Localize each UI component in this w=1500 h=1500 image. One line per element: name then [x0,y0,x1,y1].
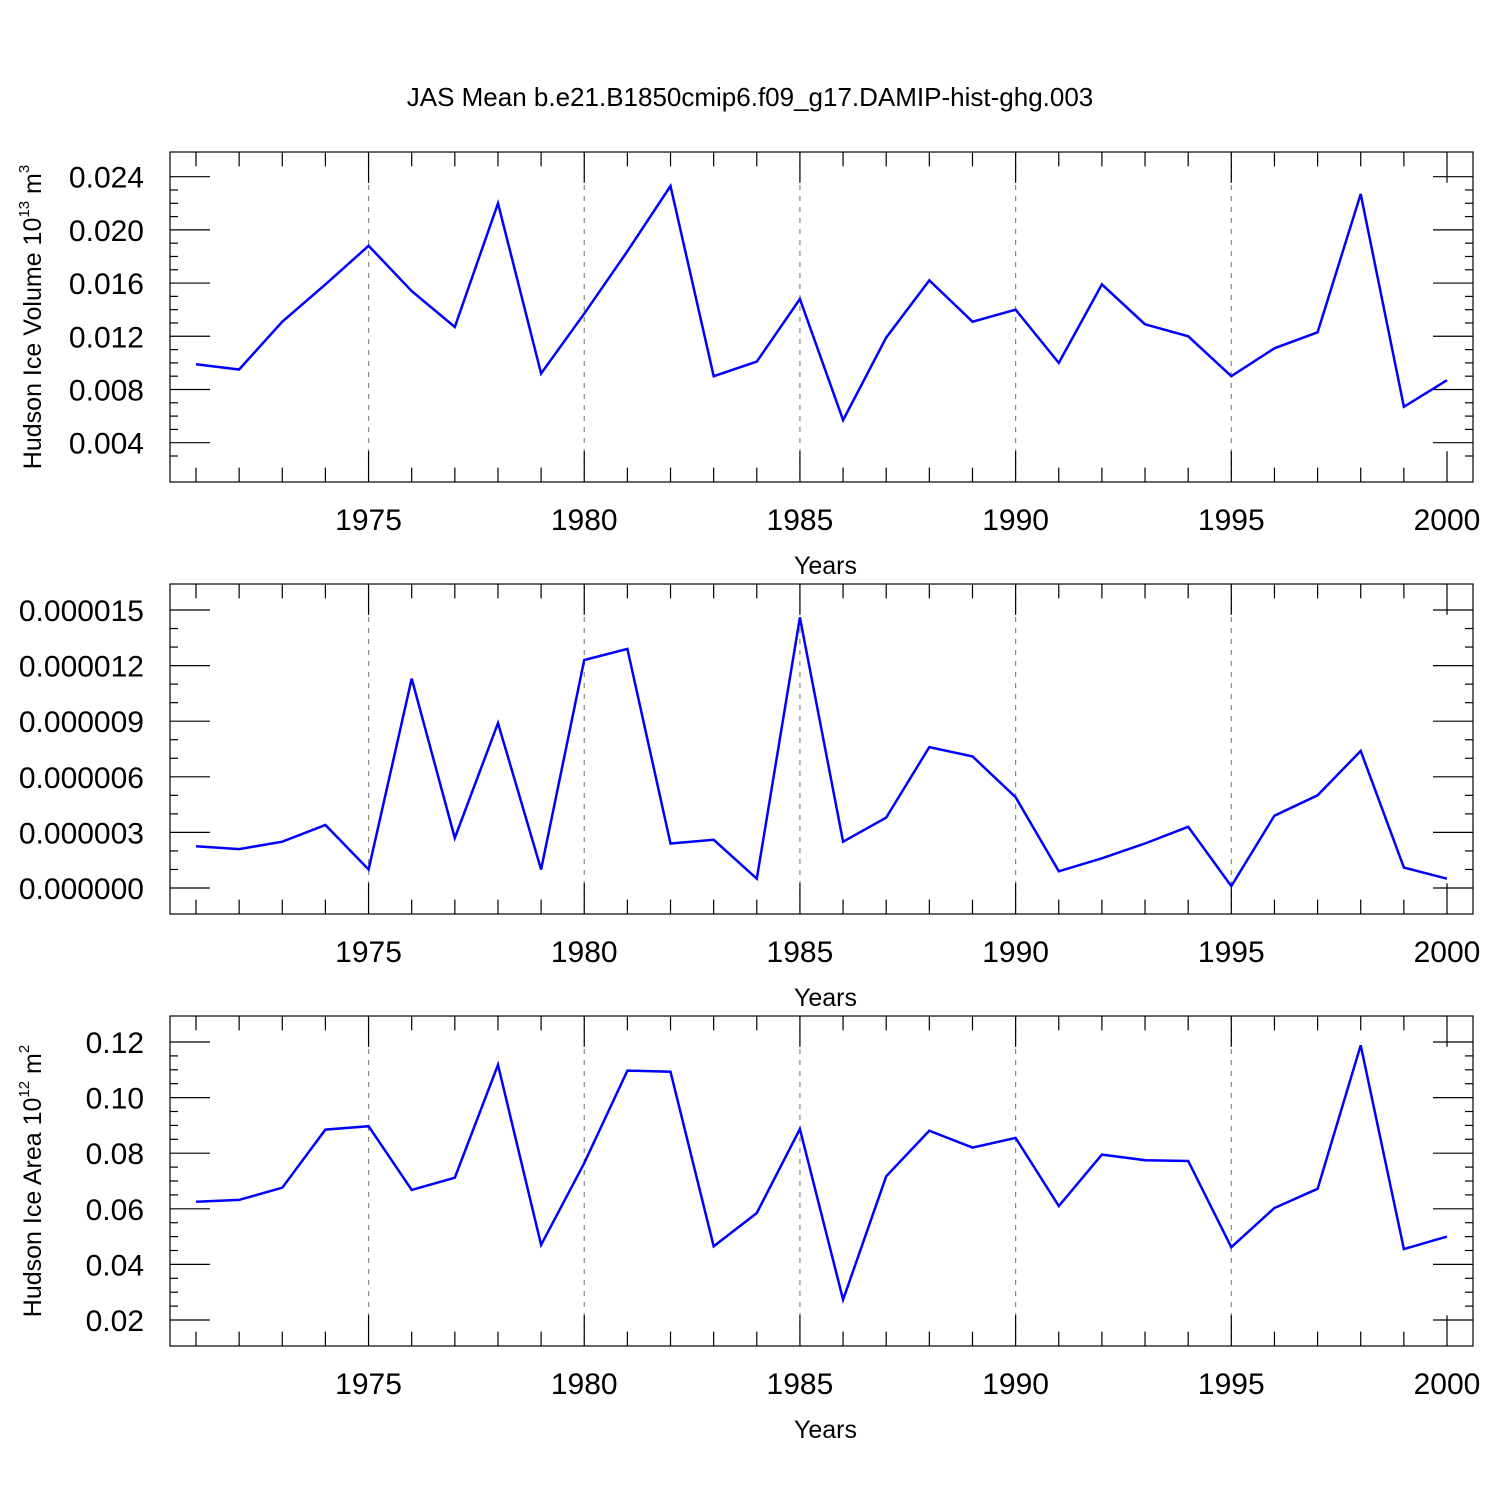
y-axis-label-exponent: 12 [16,1081,33,1098]
y-axis-label-unit-exponent: 2 [16,1045,33,1053]
x-axis-label: Years [794,1416,857,1444]
x-tick-label: 1985 [767,1368,834,1401]
x-tick-label: 1975 [335,936,402,969]
y-tick-label: 0.000015 [19,595,144,628]
x-tick-label: 1980 [551,1368,618,1401]
x-tick-label: 1995 [1198,1368,1265,1401]
x-tick-label: 1995 [1198,936,1265,969]
x-tick-label: 2000 [1414,504,1481,537]
y-tick-label: 0.000009 [19,706,144,739]
middle-panel: 1975 1980 1985 1990 1995 2000 0.000000 0.000003… [19,583,1481,1012]
x-axis-label: Years [794,984,857,1012]
y-tick-label: 0.08 [86,1138,144,1171]
y-tick-label: 0.10 [86,1083,144,1116]
figure-title: JAS Mean b.e21.B1850cmip6.f09_g17.DAMIP-… [407,82,1094,112]
y-tick-label: 0.06 [86,1194,144,1227]
x-tick-label: 1985 [767,504,834,537]
y-tick-label: 0.020 [69,215,144,248]
x-tick-label: 1990 [982,504,1049,537]
y-tick-label: 0.008 [69,374,144,407]
x-tick-label: 2000 [1414,936,1481,969]
y-tick-label: 0.000006 [19,762,144,795]
y-tick-label: 0.004 [69,428,144,461]
y-axis-label-unit-exponent: 3 [16,165,33,173]
x-tick-label: 1975 [335,1368,402,1401]
plot-frame [169,151,1474,483]
series-line [195,1044,1448,1305]
ice-area-panel: 1975 1980 1985 1990 1995 2000 0.02 0.04 0.06 0.08… [16,1015,1481,1444]
x-tick-label: 1985 [767,936,834,969]
y-tick-label: 0.000003 [19,817,144,850]
y-tick-label: 0.024 [69,162,144,195]
x-tick-label: 2000 [1414,1368,1481,1401]
y-tick-label: 0.02 [86,1305,144,1338]
y-tick-label: 0.012 [69,321,144,354]
x-tick-label: 1980 [551,936,618,969]
x-tick-label: 1975 [335,504,402,537]
y-axis-label-text: Hudson Ice Volume 10 [19,218,47,470]
y-axis-label-exponent: 13 [16,201,33,218]
y-tick-label: 0.12 [86,1027,144,1060]
y-tick-label: 0.000000 [19,873,144,906]
y-axis-label: Hudson Ice Volume 1013 m3 [16,165,47,469]
y-axis-label-text: Hudson Ice Area 10 [19,1098,47,1318]
y-axis-label: Hudson Ice Area 1012 m2 [16,1045,47,1317]
x-tick-label: 1990 [982,1368,1049,1401]
ice-volume-panel: 1975 1980 1985 1990 1995 2000 0.004 0.008 0.012 0… [16,151,1481,580]
plot-frame [169,1015,1474,1347]
x-tick-label: 1980 [551,504,618,537]
plot-frame [169,583,1474,915]
x-tick-label: 1995 [1198,504,1265,537]
series-line [195,617,1448,889]
y-axis-label-unit: m [19,1053,47,1081]
y-tick-label: 0.000012 [19,651,144,684]
x-axis-label: Years [794,552,857,580]
y-axis-label-unit: m [19,173,47,201]
y-tick-label: 0.04 [86,1249,144,1282]
x-tick-label: 1990 [982,936,1049,969]
y-tick-label: 0.016 [69,268,144,301]
series-line [195,182,1448,424]
